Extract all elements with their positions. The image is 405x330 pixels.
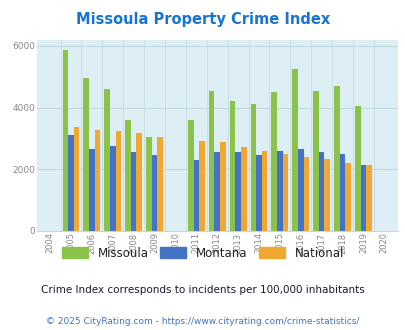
Bar (115, 131, 121, 231)
Bar (345, 163, 350, 231)
Bar (136, 133, 142, 231)
Bar (360, 165, 365, 231)
Bar (276, 151, 282, 231)
Text: Crime Index corresponds to incidents per 100,000 inhabitants: Crime Index corresponds to incidents per… (41, 285, 364, 295)
Bar (193, 160, 199, 231)
Bar (199, 142, 204, 231)
Bar (292, 69, 297, 231)
Legend: Missoula, Montana, National: Missoula, Montana, National (62, 247, 343, 260)
Bar (104, 89, 110, 231)
Bar (151, 155, 157, 231)
Bar (220, 143, 225, 231)
Bar (339, 154, 345, 231)
Bar (89, 149, 94, 231)
Bar (250, 104, 256, 231)
Text: Missoula Property Crime Index: Missoula Property Crime Index (76, 12, 329, 26)
Bar (256, 155, 261, 231)
Bar (333, 86, 339, 231)
Bar (324, 159, 329, 231)
Bar (297, 149, 303, 231)
Bar (303, 157, 309, 231)
Bar (68, 135, 74, 231)
Bar (188, 120, 193, 231)
Bar (83, 78, 89, 231)
Text: © 2025 CityRating.com - https://www.cityrating.com/crime-statistics/: © 2025 CityRating.com - https://www.city… (46, 317, 359, 326)
Bar (261, 151, 267, 231)
Bar (240, 147, 246, 231)
Bar (94, 130, 100, 231)
Bar (157, 137, 163, 231)
Bar (62, 50, 68, 231)
Bar (312, 90, 318, 231)
Bar (125, 120, 130, 231)
Bar (229, 101, 235, 231)
Bar (146, 137, 151, 231)
Bar (365, 165, 371, 231)
Bar (318, 152, 324, 231)
Bar (208, 90, 214, 231)
Bar (214, 152, 220, 231)
Bar (282, 154, 288, 231)
Bar (130, 152, 136, 231)
Bar (354, 106, 360, 231)
Bar (110, 146, 115, 231)
Bar (271, 92, 276, 231)
Bar (235, 152, 240, 231)
Bar (74, 127, 79, 231)
